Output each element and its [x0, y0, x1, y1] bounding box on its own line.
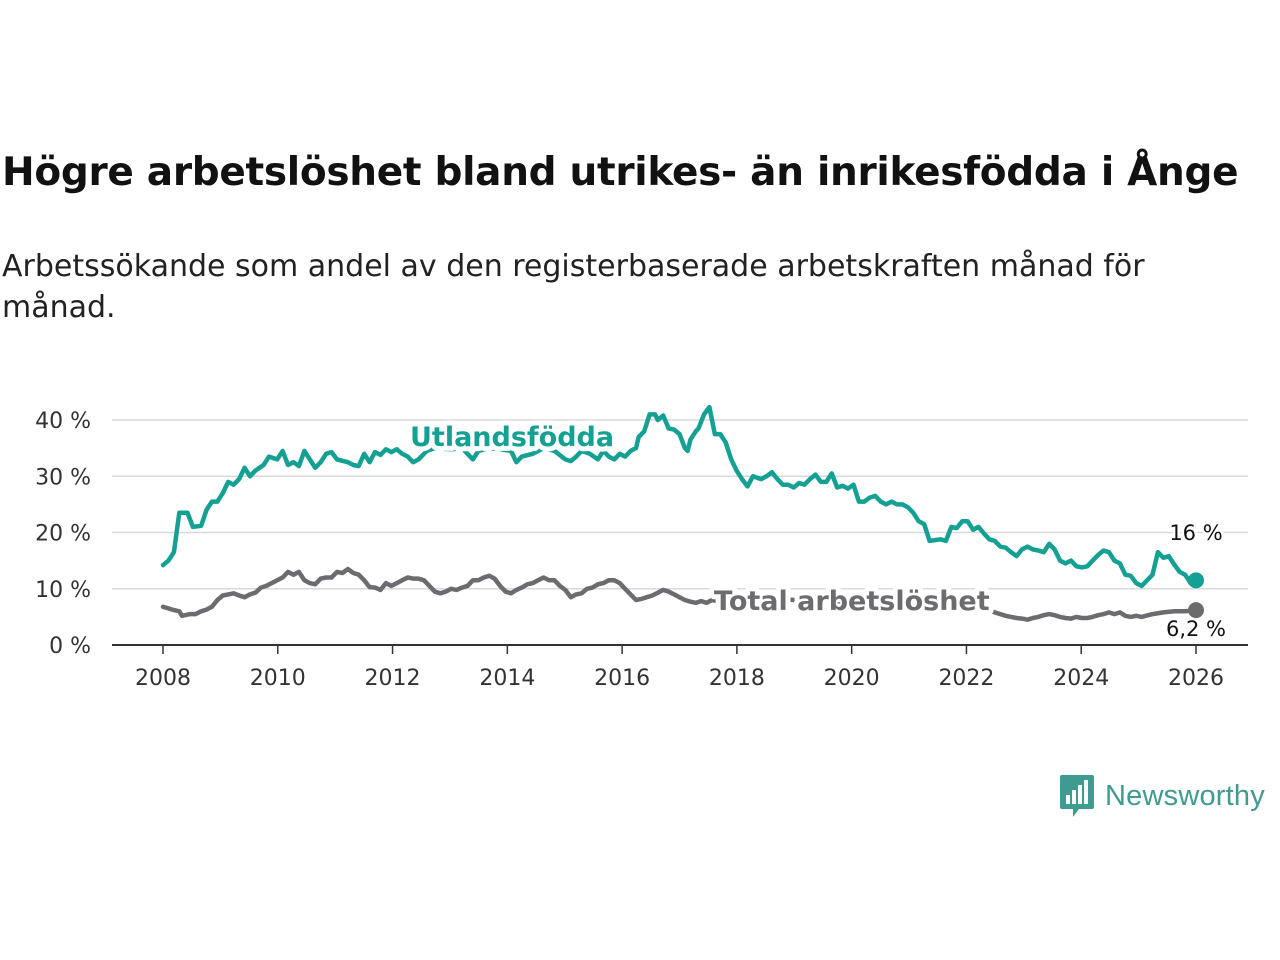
- x-tick-label: 2014: [479, 666, 535, 691]
- line-chart: 0 % 10 % 20 % 30 % 40 % 2008 2010 2012 2014 2016…: [35, 404, 1248, 691]
- series-label-total-halo: Total arbetslöshet: [714, 586, 990, 617]
- brand-name: Newsworthy: [1105, 779, 1265, 812]
- y-tick-label: 20 %: [35, 522, 91, 547]
- series-line-utlandsfodda: [160, 404, 1199, 589]
- chart-subtitle: Arbetssökande som andel av den registerb…: [2, 249, 1145, 325]
- series-end-dot: [1188, 572, 1204, 589]
- y-tick-label: 10 %: [35, 578, 91, 603]
- x-tick-label: 2020: [824, 666, 880, 691]
- gridlines: [112, 419, 1248, 646]
- x-tick-label: 2008: [135, 666, 191, 691]
- x-tick-label: 2024: [1053, 666, 1109, 691]
- y-tick-label: 40 %: [35, 409, 91, 434]
- newsworthy-logo: Newsworthy: [1059, 773, 1265, 819]
- y-axis: 0 % 10 % 20 % 30 % 40 %: [35, 409, 91, 659]
- x-tick-label: 2012: [365, 666, 421, 691]
- chart-title: Högre arbetslöshet bland utrikes- än inr…: [2, 150, 1239, 195]
- y-tick-label: 30 %: [35, 465, 91, 490]
- end-value-label: 16 %: [1169, 521, 1222, 545]
- series-label-utlandsfodda-halo: Utlandsfödda: [410, 422, 614, 453]
- x-tick-label: 2022: [938, 666, 994, 691]
- x-tick-label: 2026: [1168, 666, 1224, 691]
- x-axis: 2008 2010 2012 2014 2016 2018 2020 2022 2024 2026: [135, 645, 1224, 691]
- y-tick-label: 0 %: [49, 634, 91, 659]
- series-label-utlandsfodda: Utlandsfödda: [410, 422, 614, 453]
- series-line-total: [160, 566, 1199, 622]
- x-tick-label: 2016: [594, 666, 650, 691]
- series-group: [160, 404, 1204, 622]
- series-label-total: Total arbetslöshet: [714, 586, 990, 617]
- bar-chart-speech-icon: [1060, 775, 1094, 817]
- x-tick-label: 2018: [709, 666, 765, 691]
- series-end-dot: [1188, 602, 1204, 619]
- x-tick-label: 2010: [250, 666, 306, 691]
- end-value-label: 6,2 %: [1166, 617, 1226, 641]
